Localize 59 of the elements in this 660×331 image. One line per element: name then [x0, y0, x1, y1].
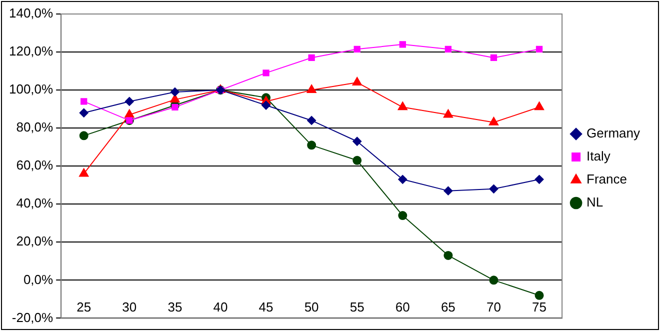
point	[398, 102, 408, 110]
point	[308, 54, 315, 62]
x-tick-label: 45	[258, 300, 274, 315]
point	[262, 70, 270, 76]
point	[398, 211, 408, 220]
point	[399, 41, 406, 48]
point	[79, 168, 89, 177]
point	[534, 174, 544, 184]
point	[79, 108, 88, 118]
point	[489, 276, 498, 285]
x-tick-label: 65	[440, 300, 456, 315]
y-tick-label: 100,0%	[8, 82, 54, 97]
x-tick-label: 50	[304, 300, 319, 315]
y-tick-label: 140,0%	[8, 6, 54, 21]
point	[354, 46, 360, 52]
point	[172, 104, 178, 110]
x-tick-label: 25	[76, 300, 92, 315]
point	[352, 156, 362, 165]
y-tick-label: 60,0%	[16, 158, 54, 173]
point	[80, 98, 88, 105]
point	[536, 46, 543, 52]
point	[534, 102, 544, 110]
x-tick-label: 55	[350, 300, 364, 315]
point	[170, 87, 180, 96]
legend-label: France	[586, 172, 628, 187]
x-tick-label: 40	[213, 300, 228, 315]
point	[490, 54, 498, 62]
point	[352, 76, 362, 86]
point	[444, 46, 452, 52]
point	[124, 96, 134, 106]
y-tick-label: 0,0%	[23, 272, 54, 287]
y-tick-label: 40,0%	[16, 196, 54, 211]
x-tick-label: 35	[168, 300, 182, 315]
point	[398, 174, 408, 184]
point	[79, 131, 88, 140]
point	[444, 250, 453, 260]
y-tick-label: 80,0%	[16, 120, 54, 135]
point	[307, 140, 316, 150]
y-tick-label: 120,0%	[8, 44, 54, 59]
point	[352, 136, 362, 146]
x-tick-label: 60	[395, 300, 410, 315]
point	[488, 116, 499, 126]
point	[170, 94, 180, 103]
legend-label: NL	[586, 194, 604, 210]
legend-label: Italy	[586, 148, 611, 164]
legend-label: Germany	[586, 126, 640, 141]
point	[262, 100, 271, 110]
y-tick-label: 20,0%	[16, 234, 54, 249]
x-tick-label: 70	[486, 300, 501, 315]
point	[489, 184, 498, 194]
x-tick-label: 30	[122, 300, 137, 315]
point	[124, 109, 134, 118]
y-tick-label: -20,0%	[12, 310, 54, 325]
point	[444, 186, 453, 196]
x-tick-label: 75	[532, 300, 547, 315]
point	[443, 109, 454, 118]
point	[307, 116, 316, 125]
point	[534, 290, 544, 300]
point	[306, 84, 316, 94]
